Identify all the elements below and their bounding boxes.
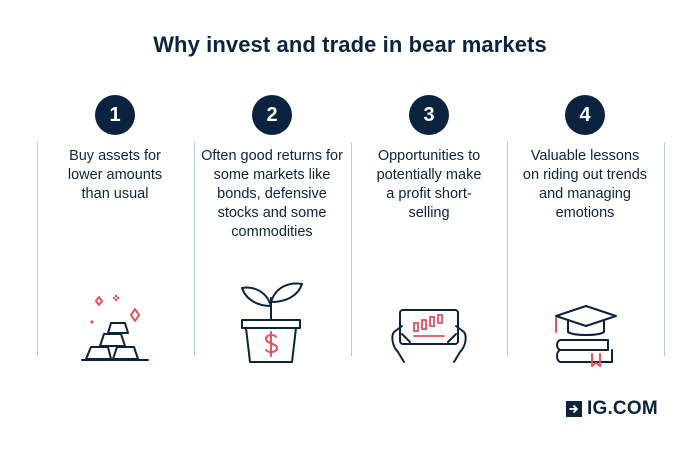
step-description: Opportunities to potentially make a prof… [376,148,482,221]
column-divider [664,142,665,356]
column-divider [37,142,38,356]
page-title: Why invest and trade in bear markets [153,32,547,57]
ig-logo: IG.COM [566,398,658,420]
column-divider [507,142,508,356]
step-description: Valuable lessons on riding out trends an… [522,148,648,221]
step-number-badge: 4 [565,95,605,135]
arrow-icon [566,401,582,417]
step-number-badge: 2 [252,95,292,135]
column-divider [194,142,195,356]
step-number-badge: 1 [95,95,135,135]
column-divider [351,142,352,356]
step-description: Often good returns for some markets like… [201,148,343,240]
hands-tablet-chart-icon [391,309,467,363]
step-number-badge: 3 [409,95,449,135]
step-description: Buy assets for lower amounts than usual [67,148,163,202]
step-4: 4 Valuable lessons on riding out trends … [507,95,663,223]
step-3: 3 Opportunities to potentially make a pr… [351,95,507,223]
step-1: 1 Buy assets for lower amounts than usua… [37,95,193,204]
logo-text: IG.COM [587,398,658,419]
step-2: 2 Often good returns for some markets li… [194,95,350,242]
plant-pot-dollar-icon [241,282,303,363]
graduation-cap-books-icon [555,305,617,367]
gold-bars-icon [81,294,149,361]
